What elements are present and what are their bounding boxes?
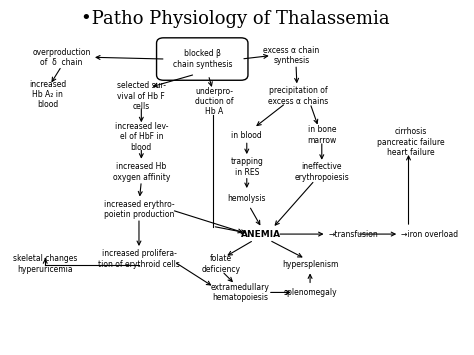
Text: →iron overload: →iron overload: [401, 230, 459, 239]
Text: in bone
marrow: in bone marrow: [307, 125, 337, 145]
Text: hemolysis: hemolysis: [228, 194, 266, 203]
Text: increased erythro-
poietin production: increased erythro- poietin production: [104, 200, 174, 219]
Text: precipitation of
excess α chains: precipitation of excess α chains: [268, 87, 328, 106]
Text: •Patho Physiology of Thalassemia: •Patho Physiology of Thalassemia: [81, 10, 389, 28]
Text: underpro-
duction of
Hb A: underpro- duction of Hb A: [195, 87, 233, 116]
Text: ANEMIA: ANEMIA: [241, 230, 281, 239]
Text: increased Hb
oxygen affinity: increased Hb oxygen affinity: [113, 163, 170, 182]
Text: increased lev-
el of HbF in
blood: increased lev- el of HbF in blood: [115, 122, 168, 152]
Text: increased prolifera-
tion of erythroid cells: increased prolifera- tion of erythroid c…: [98, 249, 180, 268]
Text: overproduction
of  δ  chain: overproduction of δ chain: [32, 48, 91, 67]
Text: trapping
in RES: trapping in RES: [230, 157, 263, 176]
Text: ineffective
erythropoiesis: ineffective erythropoiesis: [294, 163, 349, 182]
Text: in blood: in blood: [231, 131, 262, 140]
Text: hypersplenism: hypersplenism: [282, 260, 338, 269]
Text: splenomegaly: splenomegaly: [283, 288, 337, 297]
Text: cirrhosis
pancreatic failure
heart failure: cirrhosis pancreatic failure heart failu…: [377, 127, 445, 157]
Text: extramedullary
hematopoiesis: extramedullary hematopoiesis: [210, 283, 269, 302]
Text: blocked β
chain synthesis: blocked β chain synthesis: [173, 49, 232, 69]
Text: →transfusion: →transfusion: [329, 230, 379, 239]
Text: folate
deficiency: folate deficiency: [201, 255, 240, 274]
Text: excess α chain
synthesis: excess α chain synthesis: [263, 46, 319, 65]
FancyBboxPatch shape: [156, 38, 248, 80]
Text: increased
Hb A₂ in
blood: increased Hb A₂ in blood: [29, 80, 66, 109]
Text: skeletal changes
hyperuricemia: skeletal changes hyperuricemia: [13, 255, 77, 274]
Text: selected sur-
vival of Hb F
cells: selected sur- vival of Hb F cells: [117, 81, 166, 111]
